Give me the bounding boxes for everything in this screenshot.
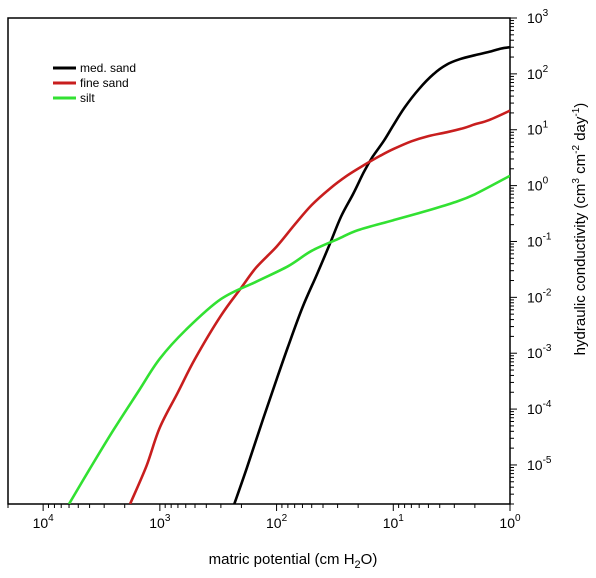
y-tick-label: 10-1 — [527, 231, 552, 249]
y-tick-label: 100 — [527, 176, 549, 194]
legend-label: silt — [80, 91, 95, 105]
legend-label: fine sand — [80, 76, 129, 90]
x-tick-label: 101 — [383, 513, 405, 531]
series-line-fine-sand — [128, 109, 510, 504]
x-tick-label: 100 — [499, 513, 521, 531]
y-tick-label: 103 — [527, 8, 549, 26]
y-tick-label: 10-5 — [527, 455, 552, 473]
legend-label: med. sand — [80, 61, 136, 75]
y-tick-label: 101 — [527, 120, 549, 138]
y-tick-label: 10-2 — [527, 287, 552, 305]
x-tick-label: 102 — [266, 513, 288, 531]
y-axis: 103 102 101 100 10-1 10-2 10-3 10-4 10-5 — [510, 8, 552, 505]
x-tick-label: 103 — [149, 513, 171, 531]
x-tick-label: 104 — [33, 513, 55, 531]
x-axis: 104 103 102 101 100 — [7, 504, 521, 531]
y-tick-label: 10-3 — [527, 343, 552, 361]
series-line-silt — [67, 174, 510, 504]
plot-frame — [7, 17, 511, 505]
series-layer — [67, 45, 510, 504]
x-axis-title: matric potential (cm H2O) — [209, 551, 378, 571]
series-line-med-sand — [233, 45, 510, 504]
y-tick-label: 102 — [527, 64, 549, 82]
y-tick-label: 10-4 — [527, 399, 552, 417]
y-axis-title: hydraulic conductivity (cm3 cm-2 day-1) — [571, 103, 589, 356]
